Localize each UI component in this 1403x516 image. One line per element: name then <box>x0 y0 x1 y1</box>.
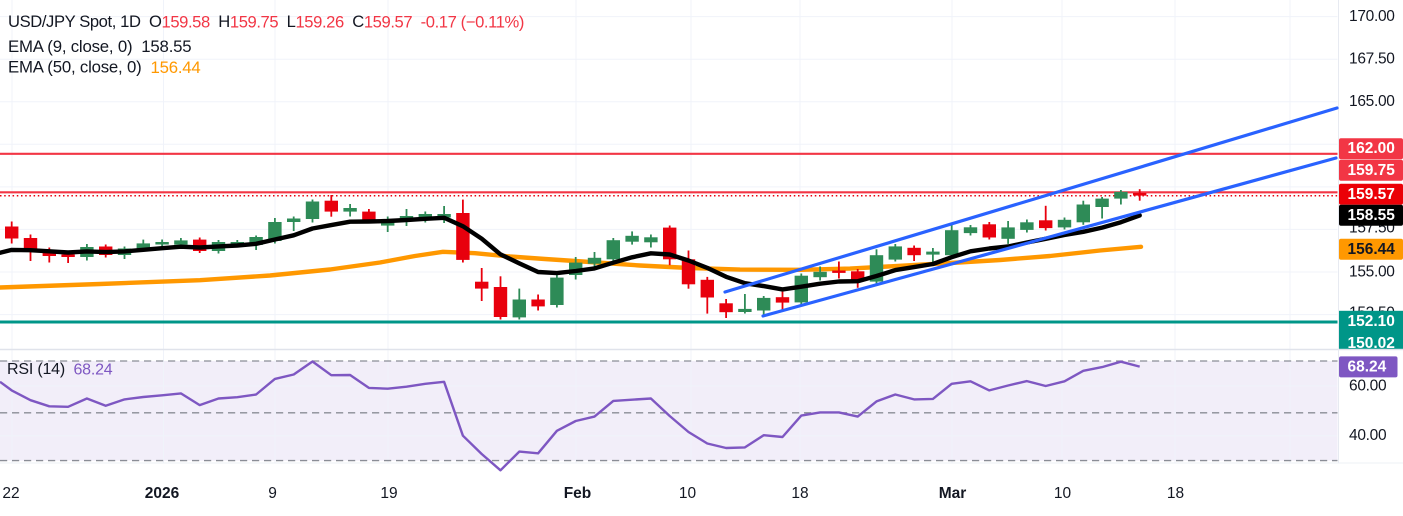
svg-text:EMA (50, close, 0) 156.44: EMA (50, close, 0) 156.44 <box>8 58 201 77</box>
svg-text:165.00: 165.00 <box>1349 93 1395 110</box>
svg-text:18: 18 <box>791 485 808 502</box>
svg-text:159.57: 159.57 <box>1348 186 1395 203</box>
svg-text:156.44: 156.44 <box>1348 241 1396 258</box>
svg-text:10: 10 <box>679 485 697 502</box>
svg-text:18: 18 <box>1167 485 1184 502</box>
svg-text:170.00: 170.00 <box>1349 8 1395 25</box>
svg-text:19: 19 <box>380 485 397 502</box>
svg-text:159.75: 159.75 <box>1348 162 1396 179</box>
svg-text:2026: 2026 <box>145 485 180 502</box>
svg-text:40.00: 40.00 <box>1349 427 1387 444</box>
svg-text:Mar: Mar <box>939 485 967 502</box>
svg-text:USD/JPY Spot, 1D O159.58 H15: USD/JPY Spot, 1D O159.58 H159.75 L159.26… <box>8 12 524 31</box>
svg-text:162.00: 162.00 <box>1348 140 1395 157</box>
svg-text:EMA (9, close, 0) 158.55: EMA (9, close, 0) 158.55 <box>8 37 191 56</box>
svg-text:RSI (14) 68.24: RSI (14) 68.24 <box>7 361 113 378</box>
svg-text:9: 9 <box>268 485 277 502</box>
svg-text:155.00: 155.00 <box>1349 264 1395 281</box>
svg-text:22: 22 <box>2 485 19 502</box>
svg-text:158.55: 158.55 <box>1348 207 1396 224</box>
svg-text:10: 10 <box>1054 485 1072 502</box>
svg-text:150.02: 150.02 <box>1348 335 1395 352</box>
svg-text:152.10: 152.10 <box>1348 313 1395 330</box>
svg-text:68.24: 68.24 <box>1348 358 1387 375</box>
svg-text:60.00: 60.00 <box>1349 377 1387 394</box>
svg-text:Feb: Feb <box>564 485 592 502</box>
svg-text:167.50: 167.50 <box>1349 51 1395 68</box>
